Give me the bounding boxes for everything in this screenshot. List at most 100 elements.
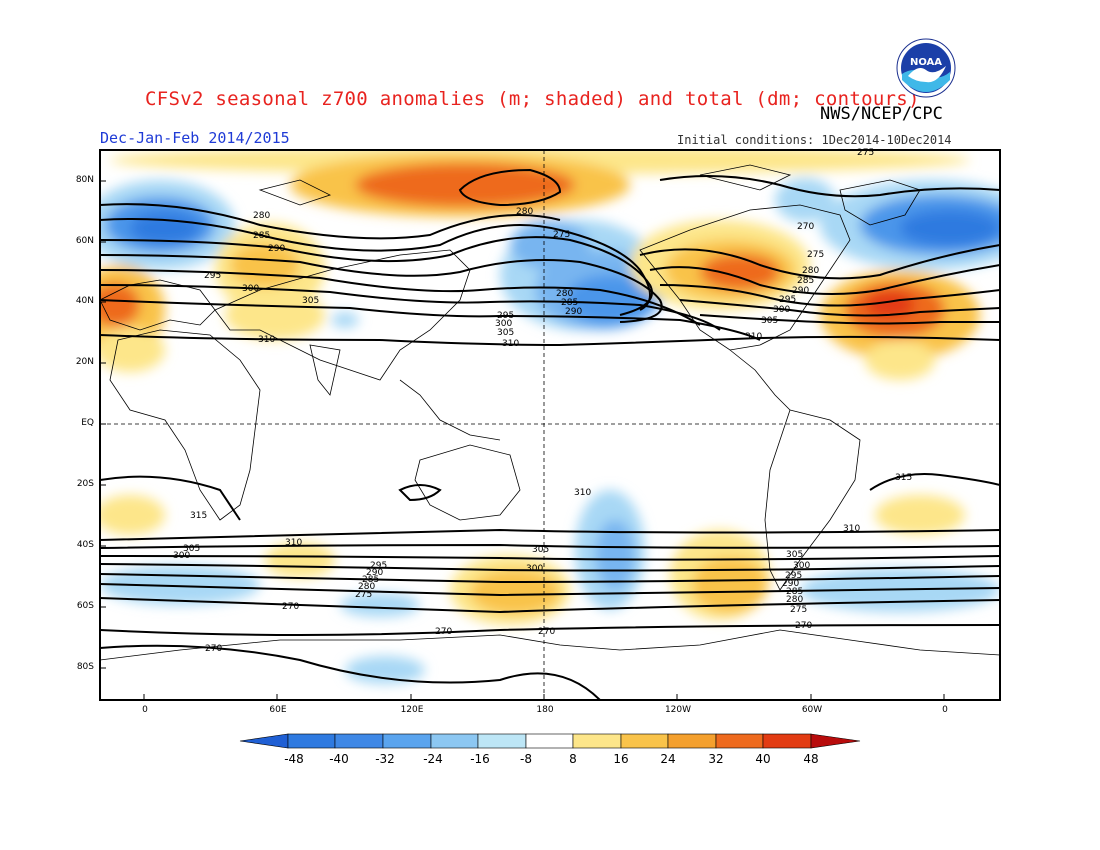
colorbar-swatch	[239, 733, 289, 749]
contour-label: 270	[538, 627, 555, 637]
contour-label: 290	[268, 244, 285, 254]
contour-label: 315	[895, 473, 912, 483]
colorbar-tick: -48	[284, 752, 304, 766]
colorbar-swatch	[620, 733, 669, 749]
colorbar-swatch	[430, 733, 479, 749]
colorbar-tick: 32	[708, 752, 724, 766]
logo-text: NOAA	[910, 57, 942, 68]
map-title: CFSv2 seasonal z700 anomalies (m; shaded…	[145, 88, 920, 110]
contour-label: 290	[565, 307, 582, 317]
contour-label: 285	[786, 587, 803, 597]
coastlines	[100, 164, 1000, 661]
contour-label: 295	[785, 571, 802, 581]
lat-label: 20S	[76, 479, 94, 489]
contour-label: 305	[532, 545, 549, 555]
contour-label: 295	[370, 561, 387, 571]
contour-label: 300	[173, 551, 190, 561]
colorbar-tick: -16	[470, 752, 490, 766]
contour-label: 295	[779, 295, 796, 305]
colorbar-tick: 48	[803, 752, 819, 766]
contour-label: 300	[773, 305, 790, 315]
contour-label: 275	[857, 148, 874, 158]
lat-label: EQ	[81, 418, 94, 428]
contour-label: 275	[553, 230, 570, 240]
contour-label: 295	[204, 271, 221, 281]
contour-label: 295	[497, 311, 514, 321]
contour-label: 285	[362, 575, 379, 585]
contour-label: 270	[205, 644, 222, 654]
colorbar-swatch	[525, 733, 574, 749]
contour-label: 305	[786, 550, 803, 560]
colorbar-swatch	[334, 733, 384, 749]
contour-label: 270	[435, 627, 452, 637]
contour-label: 280	[516, 207, 533, 217]
contour-label: 300	[242, 284, 259, 294]
lon-label: 180	[536, 705, 554, 715]
lat-label: 80S	[76, 662, 94, 672]
contour-label: 280	[358, 582, 375, 592]
lon-label: 0	[942, 705, 948, 715]
colorbar	[239, 733, 861, 749]
contour-label: 310	[745, 332, 762, 342]
lat-label: 40N	[75, 296, 94, 306]
noaa-logo: NOAA	[896, 38, 956, 98]
contour-label: 285	[561, 298, 578, 308]
contour-label: 310	[502, 339, 519, 349]
anomaly-shading	[100, 150, 1000, 700]
lat-label: 80N	[75, 175, 94, 185]
contour-label: 280	[786, 595, 803, 605]
contour-label: 285	[797, 276, 814, 286]
contour-label: 280	[253, 211, 270, 221]
contour-label: 300	[495, 319, 512, 329]
contour-label: 305	[183, 544, 200, 554]
contour-label: 290	[782, 579, 799, 589]
contour-label: 310	[843, 524, 860, 534]
contour-label: 315	[190, 511, 207, 521]
contour-label: 310	[285, 538, 302, 548]
colorbar-tick: 16	[613, 752, 629, 766]
colorbar-swatch	[382, 733, 432, 749]
axis-ticks	[100, 180, 945, 700]
colorbar-swatch	[715, 733, 764, 749]
contour-label: 305	[302, 296, 319, 306]
contour-label: 300	[793, 561, 810, 571]
colorbar-tick: 40	[755, 752, 771, 766]
colorbar-tick: -40	[329, 752, 349, 766]
contour-label: 305	[761, 316, 778, 326]
colorbar-swatch	[667, 733, 717, 749]
height-contours	[100, 168, 1000, 700]
lat-label: 40S	[76, 540, 94, 550]
lon-label: 120W	[664, 705, 692, 715]
contour-label: 270	[795, 621, 812, 631]
forecast-period: Dec-Jan-Feb 2014/2015	[100, 129, 290, 147]
lon-label: 0	[142, 705, 148, 715]
contour-label: 280	[556, 289, 573, 299]
colorbar-swatch	[762, 733, 812, 749]
map-frame	[99, 149, 1001, 701]
colorbar-tick: -8	[520, 752, 532, 766]
colorbar-swatch	[287, 733, 336, 749]
contour-label: 310	[574, 488, 591, 498]
contour-label: 290	[792, 286, 809, 296]
contour-label: 275	[790, 605, 807, 615]
colorbar-tick: -24	[423, 752, 443, 766]
contour-label: 290	[366, 568, 383, 578]
contour-label: 300	[526, 564, 543, 574]
colorbar-swatch	[572, 733, 622, 749]
colorbar-swatch	[477, 733, 527, 749]
lat-label: 20N	[75, 357, 94, 367]
colorbar-swatch	[810, 733, 861, 749]
initial-conditions: Initial conditions: 1Dec2014-10Dec2014	[677, 133, 952, 147]
lon-label: 60E	[269, 705, 287, 715]
lat-label: 60S	[76, 601, 94, 611]
lat-label: 60N	[75, 236, 94, 246]
contour-label: 270	[282, 602, 299, 612]
lon-label: 120E	[400, 705, 424, 715]
contour-labels: 280 285 290 295 300 305 310 280 275 280 …	[173, 148, 912, 654]
lon-label: 60W	[801, 705, 823, 715]
colorbar-tick: 8	[569, 752, 577, 766]
colorbar-tick: 24	[660, 752, 676, 766]
contour-label: 275	[355, 590, 372, 600]
contour-label: 275	[807, 250, 824, 260]
